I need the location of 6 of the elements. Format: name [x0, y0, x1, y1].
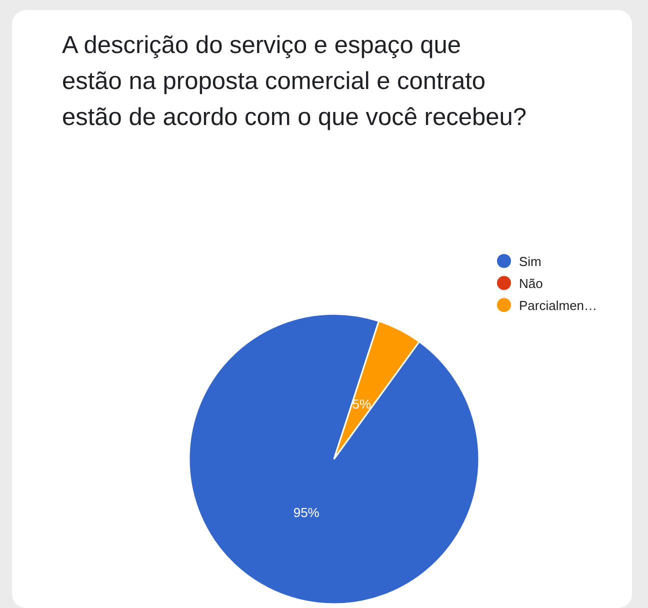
data-label: 95%: [293, 504, 320, 520]
legend-label: Não: [519, 276, 543, 290]
legend-label: Sim: [519, 254, 542, 268]
data-label: 5%: [352, 396, 372, 412]
legend-label: Parcialmen…: [519, 298, 598, 312]
chart-title: A descrição do serviço e espaço que estão na proposta comercial e contrato estão de acordo com o que você recebeu?: [62, 31, 526, 133]
